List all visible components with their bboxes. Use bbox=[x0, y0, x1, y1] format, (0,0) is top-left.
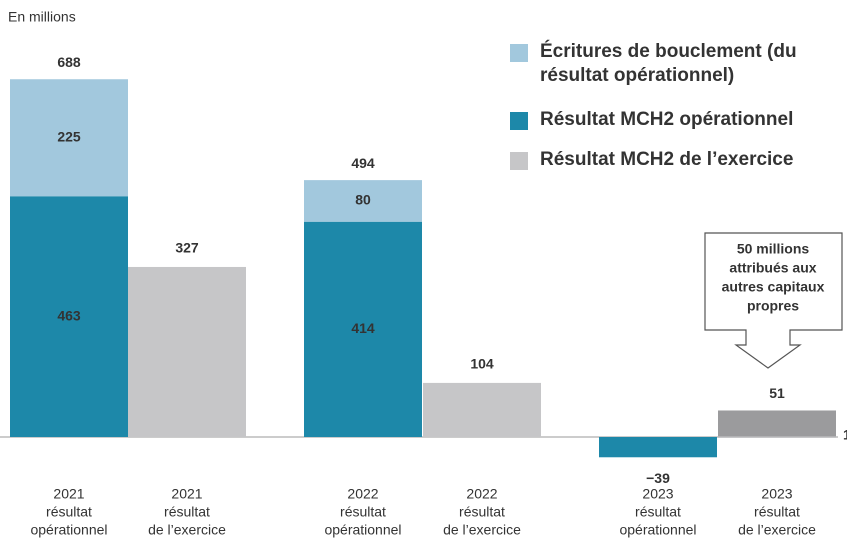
bar-segment bbox=[304, 221, 422, 437]
value-label: 80 bbox=[355, 192, 371, 208]
bar-segment bbox=[10, 196, 128, 437]
x-tick-label: de l’exercice bbox=[738, 522, 816, 538]
x-tick-label: résultat bbox=[340, 504, 386, 520]
x-tick-label: opérationnel bbox=[324, 522, 401, 538]
total-label: 494 bbox=[351, 155, 375, 171]
x-tick-label: résultat bbox=[164, 504, 210, 520]
legend-item: Écritures de bouclement (du résultat opé… bbox=[510, 40, 800, 88]
value-label: 104 bbox=[470, 356, 494, 372]
value-label: 414 bbox=[351, 320, 375, 336]
bar-segment bbox=[304, 180, 422, 222]
legend-swatch bbox=[510, 152, 528, 170]
unit-note: En millions bbox=[8, 9, 76, 25]
x-tick-label: résultat bbox=[46, 504, 92, 520]
x-tick-label: 2022 bbox=[347, 486, 378, 502]
bar-segment bbox=[718, 410, 836, 437]
annotation: propres bbox=[747, 298, 799, 314]
bar-segment bbox=[718, 436, 836, 438]
x-tick-label: résultat bbox=[635, 504, 681, 520]
legend-swatch bbox=[510, 44, 528, 62]
x-tick-label: 2023 bbox=[761, 486, 792, 502]
x-tick-label: opérationnel bbox=[30, 522, 107, 538]
legend-label: Écritures de bouclement (du résultat opé… bbox=[540, 41, 797, 86]
value-label: 225 bbox=[57, 128, 81, 144]
total-label: 51 bbox=[769, 385, 785, 401]
value-label: 327 bbox=[175, 240, 199, 256]
x-tick-label: résultat bbox=[754, 504, 800, 520]
legend-label: Résultat MCH2 de l’exercice bbox=[540, 149, 794, 170]
value-label: −39 bbox=[646, 470, 670, 486]
x-tick-label: 2022 bbox=[466, 486, 497, 502]
bar-segment bbox=[599, 437, 717, 458]
legend-swatch bbox=[510, 112, 528, 130]
bar-segment bbox=[128, 266, 246, 437]
value-label: 463 bbox=[57, 307, 81, 323]
total-label: 688 bbox=[57, 54, 81, 70]
annotation: autres capitaux bbox=[722, 279, 825, 295]
value-label: 1 bbox=[843, 427, 847, 443]
x-tick-label: 2021 bbox=[171, 486, 202, 502]
annotation: attribués aux bbox=[729, 260, 816, 276]
callout bbox=[704, 232, 843, 369]
x-tick-label: de l’exercice bbox=[443, 522, 521, 538]
legend-label: Résultat MCH2 opérationnel bbox=[540, 109, 794, 130]
legend-item: Résultat MCH2 de l’exercice bbox=[510, 148, 840, 172]
x-tick-label: 2021 bbox=[53, 486, 84, 502]
annotation: 50 millions bbox=[737, 241, 810, 257]
x-tick-label: résultat bbox=[459, 504, 505, 520]
x-tick-label: 2023 bbox=[642, 486, 673, 502]
bar-segment bbox=[423, 382, 541, 437]
x-tick-label: de l’exercice bbox=[148, 522, 226, 538]
x-tick-label: opérationnel bbox=[619, 522, 696, 538]
bar-segment bbox=[10, 79, 128, 197]
legend-item: Résultat MCH2 opérationnel bbox=[510, 108, 840, 132]
